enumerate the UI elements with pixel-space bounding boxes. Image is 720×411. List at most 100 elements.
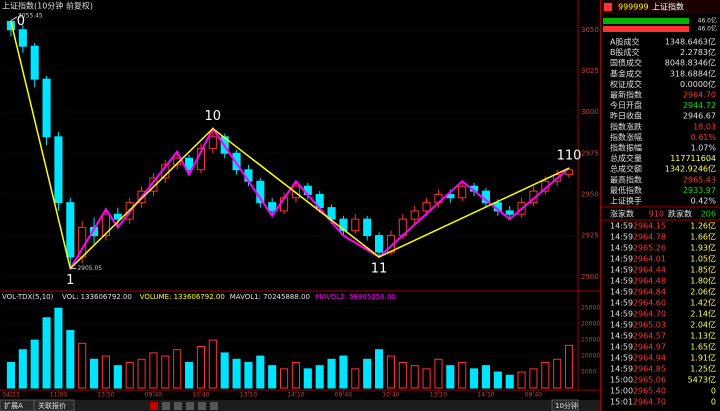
stat-label: 最低指数 bbox=[610, 185, 642, 195]
icon[interactable] bbox=[210, 402, 218, 410]
tab-label[interactable]: 扩展A bbox=[4, 401, 23, 410]
volume-bar bbox=[481, 365, 490, 389]
stat-value: 2.2783亿 bbox=[680, 47, 716, 57]
stat-label: 基金成交 bbox=[610, 68, 642, 78]
tick-volume: 2.06亿 bbox=[690, 287, 716, 297]
y-tick-label: 2900 bbox=[581, 273, 599, 281]
annotation: 3055.45 bbox=[18, 12, 43, 19]
toolbar-icons bbox=[150, 402, 218, 410]
candle-body bbox=[268, 202, 277, 212]
tick-time: 15:01 bbox=[610, 398, 633, 407]
volume-bar bbox=[505, 374, 514, 389]
volume-label: VOLUME: 133606792.00 bbox=[140, 293, 225, 301]
candle-body bbox=[173, 157, 182, 166]
stat-value: 1342.9246亿 bbox=[665, 164, 716, 174]
period-label[interactable]: 10分钟 bbox=[555, 401, 578, 410]
volume-bar bbox=[410, 365, 419, 389]
volume-bar bbox=[339, 355, 348, 389]
volume-bar bbox=[315, 365, 324, 389]
tick-time: 14:59 bbox=[610, 354, 633, 363]
y-tick-label: 2950 bbox=[581, 190, 599, 198]
down-count-label: 跌家数 bbox=[668, 209, 692, 219]
tick-time: 14:59 bbox=[610, 332, 633, 341]
volume-bar bbox=[458, 361, 467, 389]
footer bbox=[0, 400, 600, 411]
candle-body bbox=[101, 213, 110, 237]
tick-volume: 1.25亿 bbox=[690, 364, 716, 374]
x-tick-label: 09:40 bbox=[525, 392, 542, 399]
volume-bar bbox=[244, 361, 253, 389]
candle-body bbox=[232, 152, 241, 171]
volume-bar bbox=[446, 365, 455, 389]
volume-bar bbox=[125, 361, 134, 389]
tick-volume: 0 bbox=[711, 387, 716, 396]
tick-time: 14:59 bbox=[610, 288, 633, 297]
candle-body bbox=[351, 218, 360, 232]
tick-price: 2965.26 bbox=[633, 244, 666, 253]
volume-bar bbox=[553, 358, 562, 389]
candle-body bbox=[410, 210, 419, 220]
volume-label: MAVOL1: 70245888.00 bbox=[230, 293, 310, 301]
x-tick-label: 14:10 bbox=[477, 392, 494, 399]
stat-value: 0.61% bbox=[691, 133, 717, 142]
stat-value: 8048.8346亿 bbox=[665, 58, 716, 68]
y-tick-label: 3000 bbox=[581, 108, 599, 116]
stat-label: 今日开盘 bbox=[610, 100, 642, 110]
icon[interactable] bbox=[198, 402, 206, 410]
stat-label: 国债成交 bbox=[610, 58, 642, 68]
wave-line bbox=[10, 21, 570, 270]
volume-bar bbox=[291, 361, 300, 389]
ratio-label: 46.0亿 bbox=[698, 17, 717, 25]
x-tick-label: 11:00 bbox=[50, 392, 67, 399]
tick-price: 2964.78 bbox=[633, 233, 666, 242]
stat-label: 指数振幅 bbox=[610, 143, 642, 153]
volume-bar bbox=[78, 342, 87, 389]
stat-value: 1.07% bbox=[691, 144, 717, 153]
volume-bar bbox=[18, 349, 27, 389]
volume-bar bbox=[280, 368, 289, 389]
stat-value: 1348.6463亿 bbox=[665, 37, 716, 47]
tick-time: 14:59 bbox=[610, 255, 633, 264]
icon[interactable] bbox=[162, 402, 170, 410]
tick-price: 2964.84 bbox=[633, 288, 666, 297]
candle-body bbox=[42, 78, 51, 138]
period-button[interactable] bbox=[551, 399, 579, 411]
tick-time: 15:00 bbox=[610, 387, 633, 396]
y-tick-label: 2925 bbox=[581, 232, 599, 240]
tick-price: 2964.70 bbox=[633, 310, 666, 319]
stat-value: 2964.70 bbox=[683, 91, 716, 100]
stock-name: 上证指数 bbox=[652, 2, 684, 12]
stat-label: 权证成交 bbox=[610, 79, 642, 89]
tick-volume: 1.85亿 bbox=[690, 265, 716, 275]
tick-price: 2964.60 bbox=[633, 299, 666, 308]
y-tick-label: 15000 bbox=[581, 337, 600, 344]
y-tick-label: 2975 bbox=[581, 149, 599, 157]
tick-time: 14:59 bbox=[610, 244, 633, 253]
volume-bar bbox=[256, 355, 265, 389]
tab-label[interactable]: 关联报价 bbox=[38, 401, 66, 410]
tick-volume: 1.91亿 bbox=[690, 353, 716, 363]
stat-value: 0.42% bbox=[691, 197, 717, 206]
x-tick-label: 10:40 bbox=[192, 392, 209, 399]
volume-bar bbox=[422, 368, 431, 389]
volume-bar bbox=[327, 358, 336, 389]
volume-bar bbox=[565, 344, 574, 389]
icon[interactable] bbox=[150, 402, 158, 410]
tab[interactable] bbox=[33, 399, 75, 411]
ratio-bar bbox=[603, 26, 689, 32]
candle-body bbox=[327, 207, 336, 220]
y-tick-label: 5000 bbox=[581, 369, 596, 376]
tick-volume: 1.65亿 bbox=[690, 342, 716, 352]
volume-bar bbox=[529, 368, 538, 389]
icon[interactable] bbox=[174, 402, 182, 410]
up-count: 910 bbox=[649, 210, 664, 219]
icon bbox=[604, 3, 612, 11]
wave-label: 1 bbox=[66, 273, 74, 288]
stat-label: 最高指数 bbox=[610, 174, 642, 184]
tick-volume: 1.05亿 bbox=[690, 254, 716, 264]
stat-value: 117711604 bbox=[670, 154, 716, 163]
icon[interactable] bbox=[186, 402, 194, 410]
panel-header bbox=[601, 0, 720, 14]
tick-volume: 1.26亿 bbox=[690, 221, 716, 231]
stat-value: 2933.97 bbox=[683, 186, 716, 195]
